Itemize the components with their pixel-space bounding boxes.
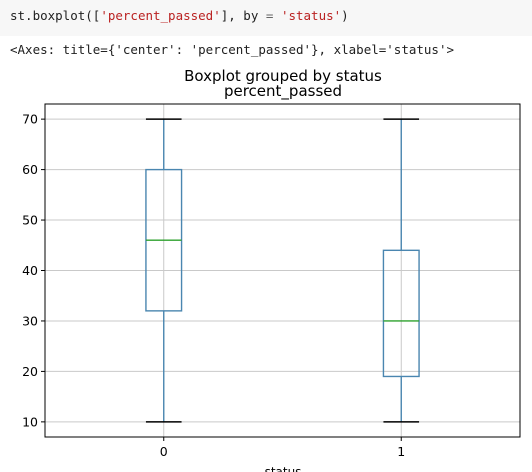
chart-suptitle: Boxplot grouped by status <box>184 67 382 85</box>
code-operator: = <box>265 8 274 23</box>
y-tick-label: 70 <box>22 112 38 127</box>
chart-title: percent_passed <box>224 82 342 101</box>
code-cell[interactable]: st.boxplot(['percent_passed'], by = 'sta… <box>0 0 532 36</box>
y-tick-label: 10 <box>22 414 38 429</box>
box-iqr <box>382 249 420 378</box>
box-layer <box>145 118 420 423</box>
code-column-arg: 'percent_passed' <box>100 8 221 23</box>
code-suffix: ) <box>341 8 349 23</box>
output-text: <Axes: title={'center': 'percent_passed'… <box>10 42 455 57</box>
grid-layer <box>45 104 520 437</box>
x-axis-label: status <box>265 465 302 472</box>
code-by-arg: 'status' <box>280 8 342 23</box>
code-prefix: st.boxplot([ <box>10 8 101 23</box>
tick-layer: 10 20 30 40 50 60 70 0 1 <box>22 112 405 459</box>
code-mid: ], by <box>220 8 266 23</box>
y-tick-label: 60 <box>22 162 38 177</box>
x-tick-label: 1 <box>397 444 405 459</box>
y-tick-label: 20 <box>22 364 38 379</box>
y-tick-label: 50 <box>22 213 38 228</box>
y-tick-label: 40 <box>22 263 38 278</box>
y-tick-label: 30 <box>22 313 38 328</box>
x-tick-label: 0 <box>160 444 168 459</box>
